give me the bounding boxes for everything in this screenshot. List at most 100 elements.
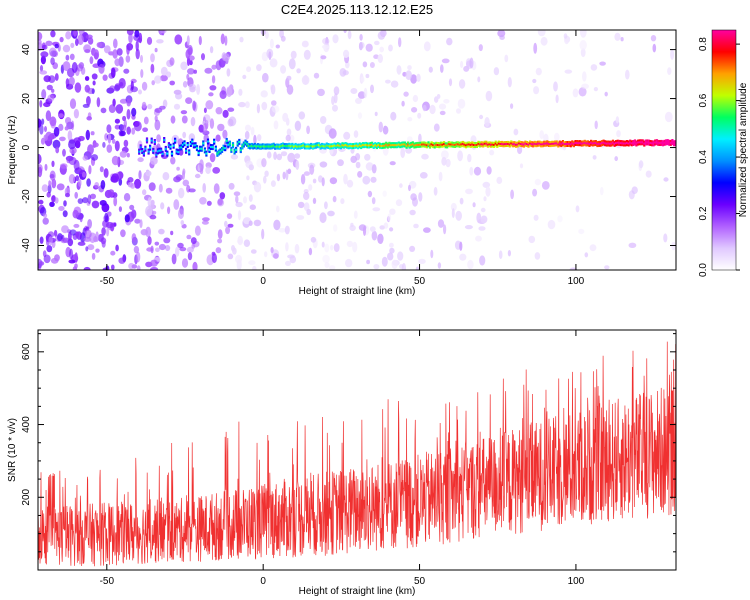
ridge-core <box>300 145 303 147</box>
ridge-core <box>416 143 419 146</box>
noise-blob <box>203 114 211 124</box>
noise-blob <box>108 104 116 113</box>
colorbar-tick-label: 0.6 <box>698 93 709 107</box>
ridge-core <box>149 146 152 149</box>
noise-blob <box>160 30 167 34</box>
ridge-core <box>499 143 502 145</box>
ridge-core <box>468 143 471 146</box>
noise-blob <box>332 195 337 203</box>
noise-blob <box>443 224 447 235</box>
ridge-core <box>666 141 669 144</box>
noise-blob <box>227 253 234 260</box>
noise-blob <box>459 241 463 251</box>
noise-blob <box>592 155 597 160</box>
noise-blob <box>321 44 330 50</box>
ridge-core <box>629 141 632 144</box>
ridge-core <box>163 139 166 141</box>
noise-blob <box>126 30 134 36</box>
noise-blob <box>40 55 47 65</box>
noise-blob <box>114 118 120 124</box>
ridge-core <box>605 142 608 145</box>
noise-blob <box>400 147 406 159</box>
noise-blob <box>38 153 42 165</box>
noise-blob <box>68 259 76 264</box>
noise-blob <box>280 151 288 157</box>
noise-blob <box>486 166 492 175</box>
ridge-core <box>540 143 543 146</box>
noise-blob <box>303 191 310 201</box>
spectrogram-ylabel: Frequency (Hz) <box>7 116 18 185</box>
noise-blob <box>477 76 481 83</box>
noise-blob <box>115 104 124 114</box>
ridge-core <box>200 147 203 150</box>
ridge-core <box>210 146 213 148</box>
noise-blob <box>539 130 544 140</box>
ridge-core <box>411 143 414 146</box>
noise-blob <box>89 56 94 65</box>
noise-blob <box>209 46 214 54</box>
ridge-core <box>419 143 422 146</box>
noise-blob <box>578 228 585 235</box>
ridge-core <box>342 144 346 147</box>
noise-blob <box>412 94 419 103</box>
ridge-core <box>466 143 469 146</box>
noise-blob <box>287 168 292 175</box>
noise-blob <box>78 62 85 69</box>
noise-blob <box>580 48 586 58</box>
ridge-core <box>479 143 482 146</box>
noise-blob <box>347 30 352 40</box>
ridge-core <box>657 141 660 144</box>
noise-blob <box>379 46 385 53</box>
noise-blob <box>248 220 253 226</box>
noise-blob <box>270 180 276 188</box>
noise-blob <box>84 84 91 93</box>
noise-blob <box>123 193 131 202</box>
y-tick-label: -20 <box>21 189 32 204</box>
ridge-core <box>547 143 550 145</box>
ridge-core <box>172 144 175 147</box>
noise-blob <box>170 156 176 165</box>
snr-axes: -50 0 50 100 200 400 600 <box>21 330 676 587</box>
noise-blob <box>370 84 374 94</box>
noise-blob <box>578 87 587 97</box>
noise-blob <box>324 201 328 210</box>
noise-blob <box>250 126 255 136</box>
noise-blob <box>38 166 43 178</box>
ridge-core <box>255 145 258 148</box>
noise-blob <box>582 71 587 82</box>
noise-blob <box>163 237 171 244</box>
spectrogram-panel: -50 0 50 100 -40 -20 0 20 40 Height of straight … <box>7 29 677 297</box>
noise-blob <box>243 196 247 204</box>
ridge-core <box>311 145 314 148</box>
ridge-core <box>585 142 588 145</box>
ridge-core <box>294 144 297 147</box>
ridge-core <box>283 145 286 148</box>
noise-blob <box>82 171 86 178</box>
noise-blob <box>101 227 106 236</box>
noise-blob <box>95 248 100 253</box>
noise-blob <box>365 73 370 79</box>
noise-blob <box>141 81 148 91</box>
noise-blob <box>266 151 272 159</box>
ridge-core <box>145 139 149 142</box>
ridge-core <box>217 151 220 154</box>
ridge-core <box>600 142 604 145</box>
noise-blob <box>100 107 107 114</box>
ridge-core <box>422 143 425 146</box>
noise-blob <box>165 245 171 251</box>
ridge-core <box>407 143 410 146</box>
noise-blob <box>169 80 175 86</box>
noise-blob <box>353 210 358 219</box>
noise-blob <box>396 65 402 75</box>
noise-blob <box>38 31 43 41</box>
ridge-core <box>586 142 590 145</box>
noise-blob <box>180 220 185 226</box>
noise-blob <box>233 191 241 196</box>
ridge-core <box>324 145 327 148</box>
noise-blob <box>382 190 387 197</box>
noise-blob <box>614 32 621 41</box>
figure-title: C2E4.2025.113.12.12.E25 <box>281 2 433 17</box>
noise-blob <box>75 38 79 46</box>
noise-blob <box>118 78 126 89</box>
ridge-core <box>425 144 428 147</box>
